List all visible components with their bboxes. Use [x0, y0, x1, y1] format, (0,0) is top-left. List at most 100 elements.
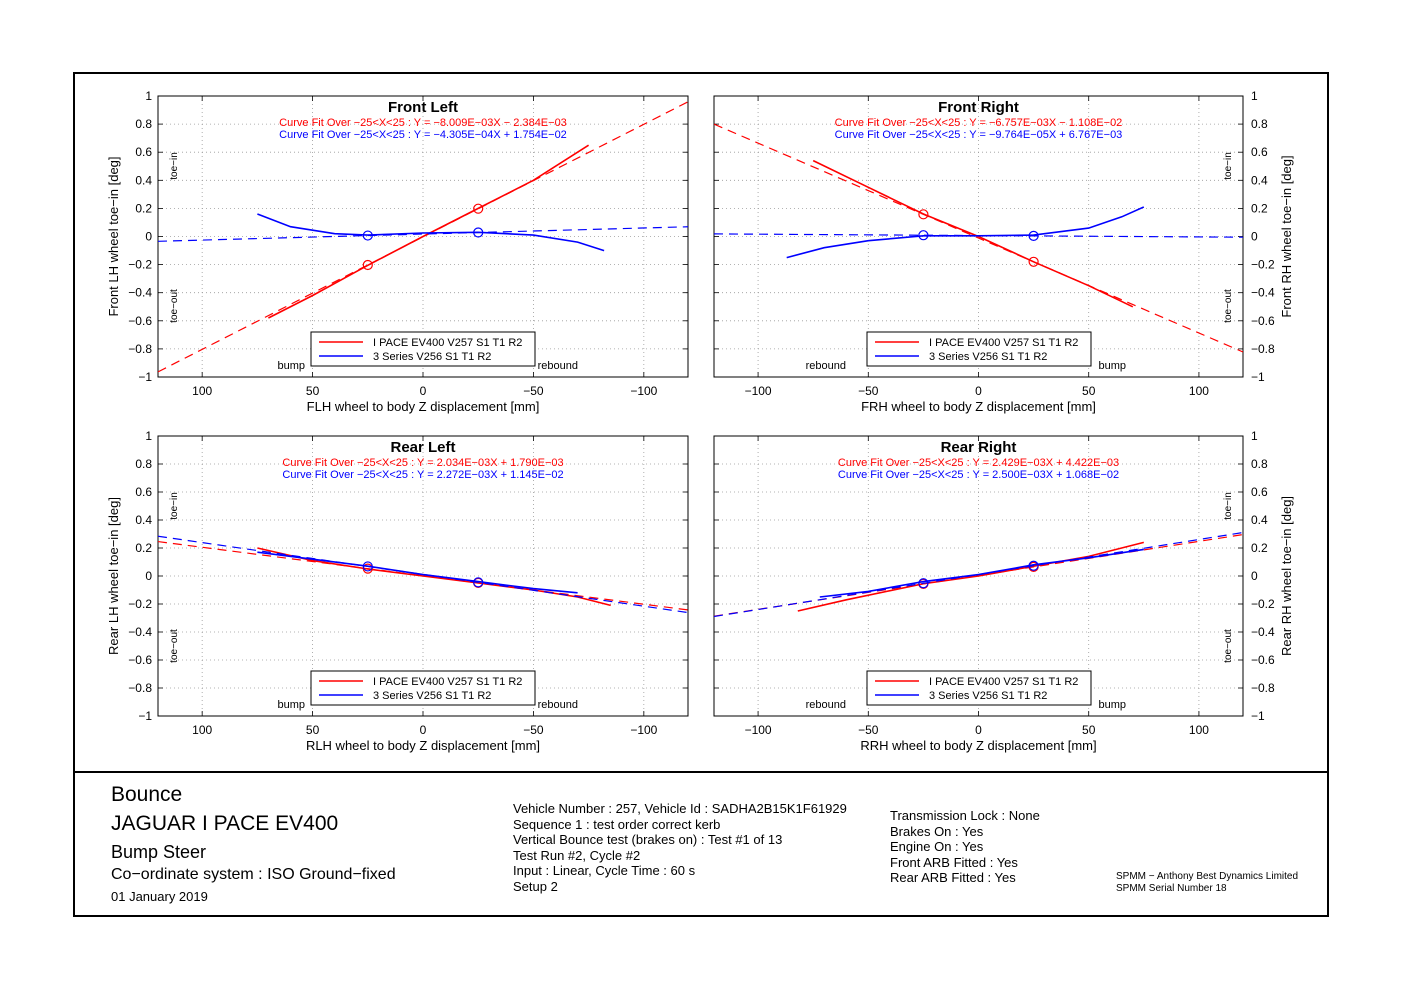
- chart-title: Front Right: [938, 99, 1019, 116]
- y-tick-label: −0.8: [128, 681, 152, 695]
- fit-marker: [1028, 256, 1039, 267]
- y-tick-label: 0.6: [1251, 485, 1268, 499]
- x-tick-label: −50: [858, 723, 879, 737]
- toe-out-label: toe−out: [1223, 629, 1234, 663]
- x-tick-label: −100: [745, 384, 772, 398]
- y-axis-label: Rear LH wheel toe−in [deg]: [106, 497, 121, 655]
- legend-box: [310, 670, 536, 706]
- chart-title: Rear Right: [941, 439, 1017, 456]
- analysis-name: Bump Steer: [111, 842, 207, 862]
- fit-marker: [473, 227, 484, 238]
- y-tick-label: 0.2: [135, 201, 152, 215]
- y-tick-label: 0.8: [135, 457, 152, 471]
- detail-line: Vehicle Number : 257, Vehicle Id : SADHA…: [513, 801, 847, 816]
- series-line: [257, 547, 611, 607]
- y-tick-label: −0.6: [128, 314, 152, 328]
- y-tick-label: 1: [1251, 89, 1258, 103]
- y-tick-label: 0.4: [135, 513, 152, 527]
- series-line: [786, 206, 1145, 259]
- y-tick-label: 0.2: [135, 541, 152, 555]
- x-tick-label: 50: [306, 723, 320, 737]
- detail-line: Test Run #2, Cycle #2: [513, 847, 641, 863]
- legend-box: [310, 331, 536, 367]
- test-details: Vehicle Number : 257, Vehicle Id : SADHA…: [513, 801, 847, 894]
- fit-marker: [1028, 560, 1039, 571]
- setting-line: Front ARB Fitted : Yes: [890, 854, 1018, 870]
- y-tick-label: −0.8: [128, 342, 152, 356]
- x-tick-label: 0: [975, 384, 982, 398]
- y-tick-label: −0.4: [1251, 286, 1275, 300]
- y-axis-label: Front RH wheel toe−in [deg]: [1279, 155, 1294, 317]
- x-tick-label: 50: [1082, 723, 1096, 737]
- vehicle-name: JAGUAR I PACE EV400: [111, 812, 339, 835]
- direction-label: rebound: [806, 699, 846, 711]
- y-tick-label: 0: [1251, 569, 1258, 583]
- fit-marker: [918, 230, 929, 241]
- plot-box: [713, 435, 1244, 717]
- setting-line: Rear ARB Fitted : Yes: [890, 870, 1016, 885]
- detail-line: Sequence 1 : test order correct kerb: [513, 816, 721, 832]
- y-tick-label: −1: [1251, 709, 1265, 723]
- y-tick-label: 0.4: [1251, 173, 1268, 187]
- report-title: Bounce: [111, 783, 183, 806]
- vehicle-settings: Transmission Lock : None Brakes On : Yes…: [890, 808, 1040, 886]
- fit-marker: [473, 203, 484, 214]
- y-axis-label: Front LH wheel toe−in [deg]: [106, 156, 121, 316]
- plot-area: [158, 535, 688, 614]
- credits: SPMM − Anthony Best Dynamics Limited SPM…: [1116, 871, 1298, 895]
- y-tick-label: 0.6: [135, 485, 152, 499]
- x-axis-label: FLH wheel to body Z displacement [mm]: [307, 399, 540, 414]
- toe-in-label: toe−in: [1223, 492, 1234, 520]
- y-tick-label: 1: [145, 429, 152, 443]
- x-tick-label: −100: [630, 723, 657, 737]
- y-tick-label: −0.2: [1251, 258, 1275, 272]
- plot-area: [714, 123, 1243, 353]
- y-tick-label: −1: [138, 709, 152, 723]
- direction-label: bump: [1098, 360, 1126, 372]
- charts-area: 1 0.8 0.6 0.4 0.2 0 −0.2 −0.4 −0.6 −0.8 −1 100 50 0 −5…: [106, 89, 1294, 753]
- y-tick-label: −0.6: [1251, 314, 1275, 328]
- y-tick-label: 0.8: [1251, 117, 1268, 131]
- fit-text: Curve Fit Over −25<X<25 : Y = −4.305E−04…: [279, 129, 567, 141]
- fit-marker: [362, 561, 373, 572]
- fit-marker: [918, 578, 929, 589]
- x-tick-label: 100: [1189, 384, 1209, 398]
- direction-label: rebound: [806, 360, 846, 372]
- setting-line: Engine On : Yes: [890, 839, 984, 854]
- x-tick-label: −100: [630, 384, 657, 398]
- fit-text: Curve Fit Over −25<X<25 : Y = 2.429E−03X…: [838, 457, 1119, 469]
- y-tick-label: 0.4: [135, 173, 152, 187]
- fit-marker: [1028, 230, 1039, 241]
- direction-label: bump: [277, 699, 305, 711]
- series-line: [257, 213, 605, 252]
- series-line: [257, 551, 578, 594]
- y-tick-label: −1: [1251, 370, 1265, 384]
- y-tick-label: 0.8: [135, 117, 152, 131]
- fit-line: [714, 123, 1243, 353]
- toe-in-label: toe−in: [1223, 152, 1234, 180]
- legend-box: [866, 331, 1092, 367]
- x-tick-label: 0: [975, 723, 982, 737]
- y-tick-label: 0.6: [1251, 145, 1268, 159]
- y-tick-label: 1: [1251, 429, 1258, 443]
- y-tick-label: −0.6: [1251, 653, 1275, 667]
- chart-panel: 1 0.8 0.6 0.4 0.2 0 −0.2 −0.4 −0.6 −0.8 −1 −100 −50 0…: [713, 89, 1294, 414]
- chart-panel: 1 0.8 0.6 0.4 0.2 0 −0.2 −0.4 −0.6 −0.8 −1 −100 −50 0…: [713, 429, 1294, 753]
- x-tick-label: 50: [1082, 384, 1096, 398]
- y-tick-label: −0.4: [1251, 625, 1275, 639]
- report-date: 01 January 2019: [111, 889, 208, 904]
- fit-text: Curve Fit Over −25<X<25 : Y = −8.009E−03…: [279, 117, 567, 129]
- setting-line: Transmission Lock : None: [890, 808, 1040, 823]
- plot-area: [714, 531, 1243, 618]
- detail-line: Input : Linear, Cycle Time : 60 s: [513, 863, 696, 878]
- x-axis-label: RRH wheel to body Z displacement [mm]: [860, 738, 1096, 753]
- credit-line: SPMM Serial Number 18: [1116, 883, 1227, 894]
- detail-line: Setup 2: [513, 878, 558, 894]
- y-tick-label: 1: [145, 89, 152, 103]
- report-frame: [73, 72, 1329, 917]
- y-tick-label: −0.8: [1251, 681, 1275, 695]
- chart-panel: 1 0.8 0.6 0.4 0.2 0 −0.2 −0.4 −0.6 −0.8 −1 100 50 0 −5…: [106, 89, 689, 414]
- toe-out-label: toe−out: [1223, 289, 1234, 323]
- legend-label: I PACE EV400 V257 S1 T1 R2: [929, 337, 1078, 349]
